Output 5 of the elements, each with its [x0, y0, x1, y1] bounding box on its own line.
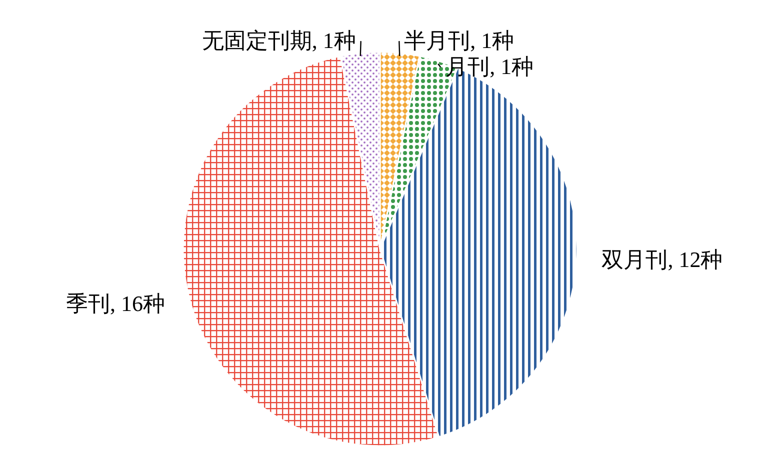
- slice-label: 月刊, 1种: [446, 54, 534, 80]
- slice-label: 季刊, 16种: [66, 290, 165, 316]
- slice-label: 半月刊, 1种: [404, 28, 514, 54]
- slice-label: 双月刊, 12种: [602, 247, 723, 272]
- slice-label: 无固定刊期, 1种: [202, 28, 356, 54]
